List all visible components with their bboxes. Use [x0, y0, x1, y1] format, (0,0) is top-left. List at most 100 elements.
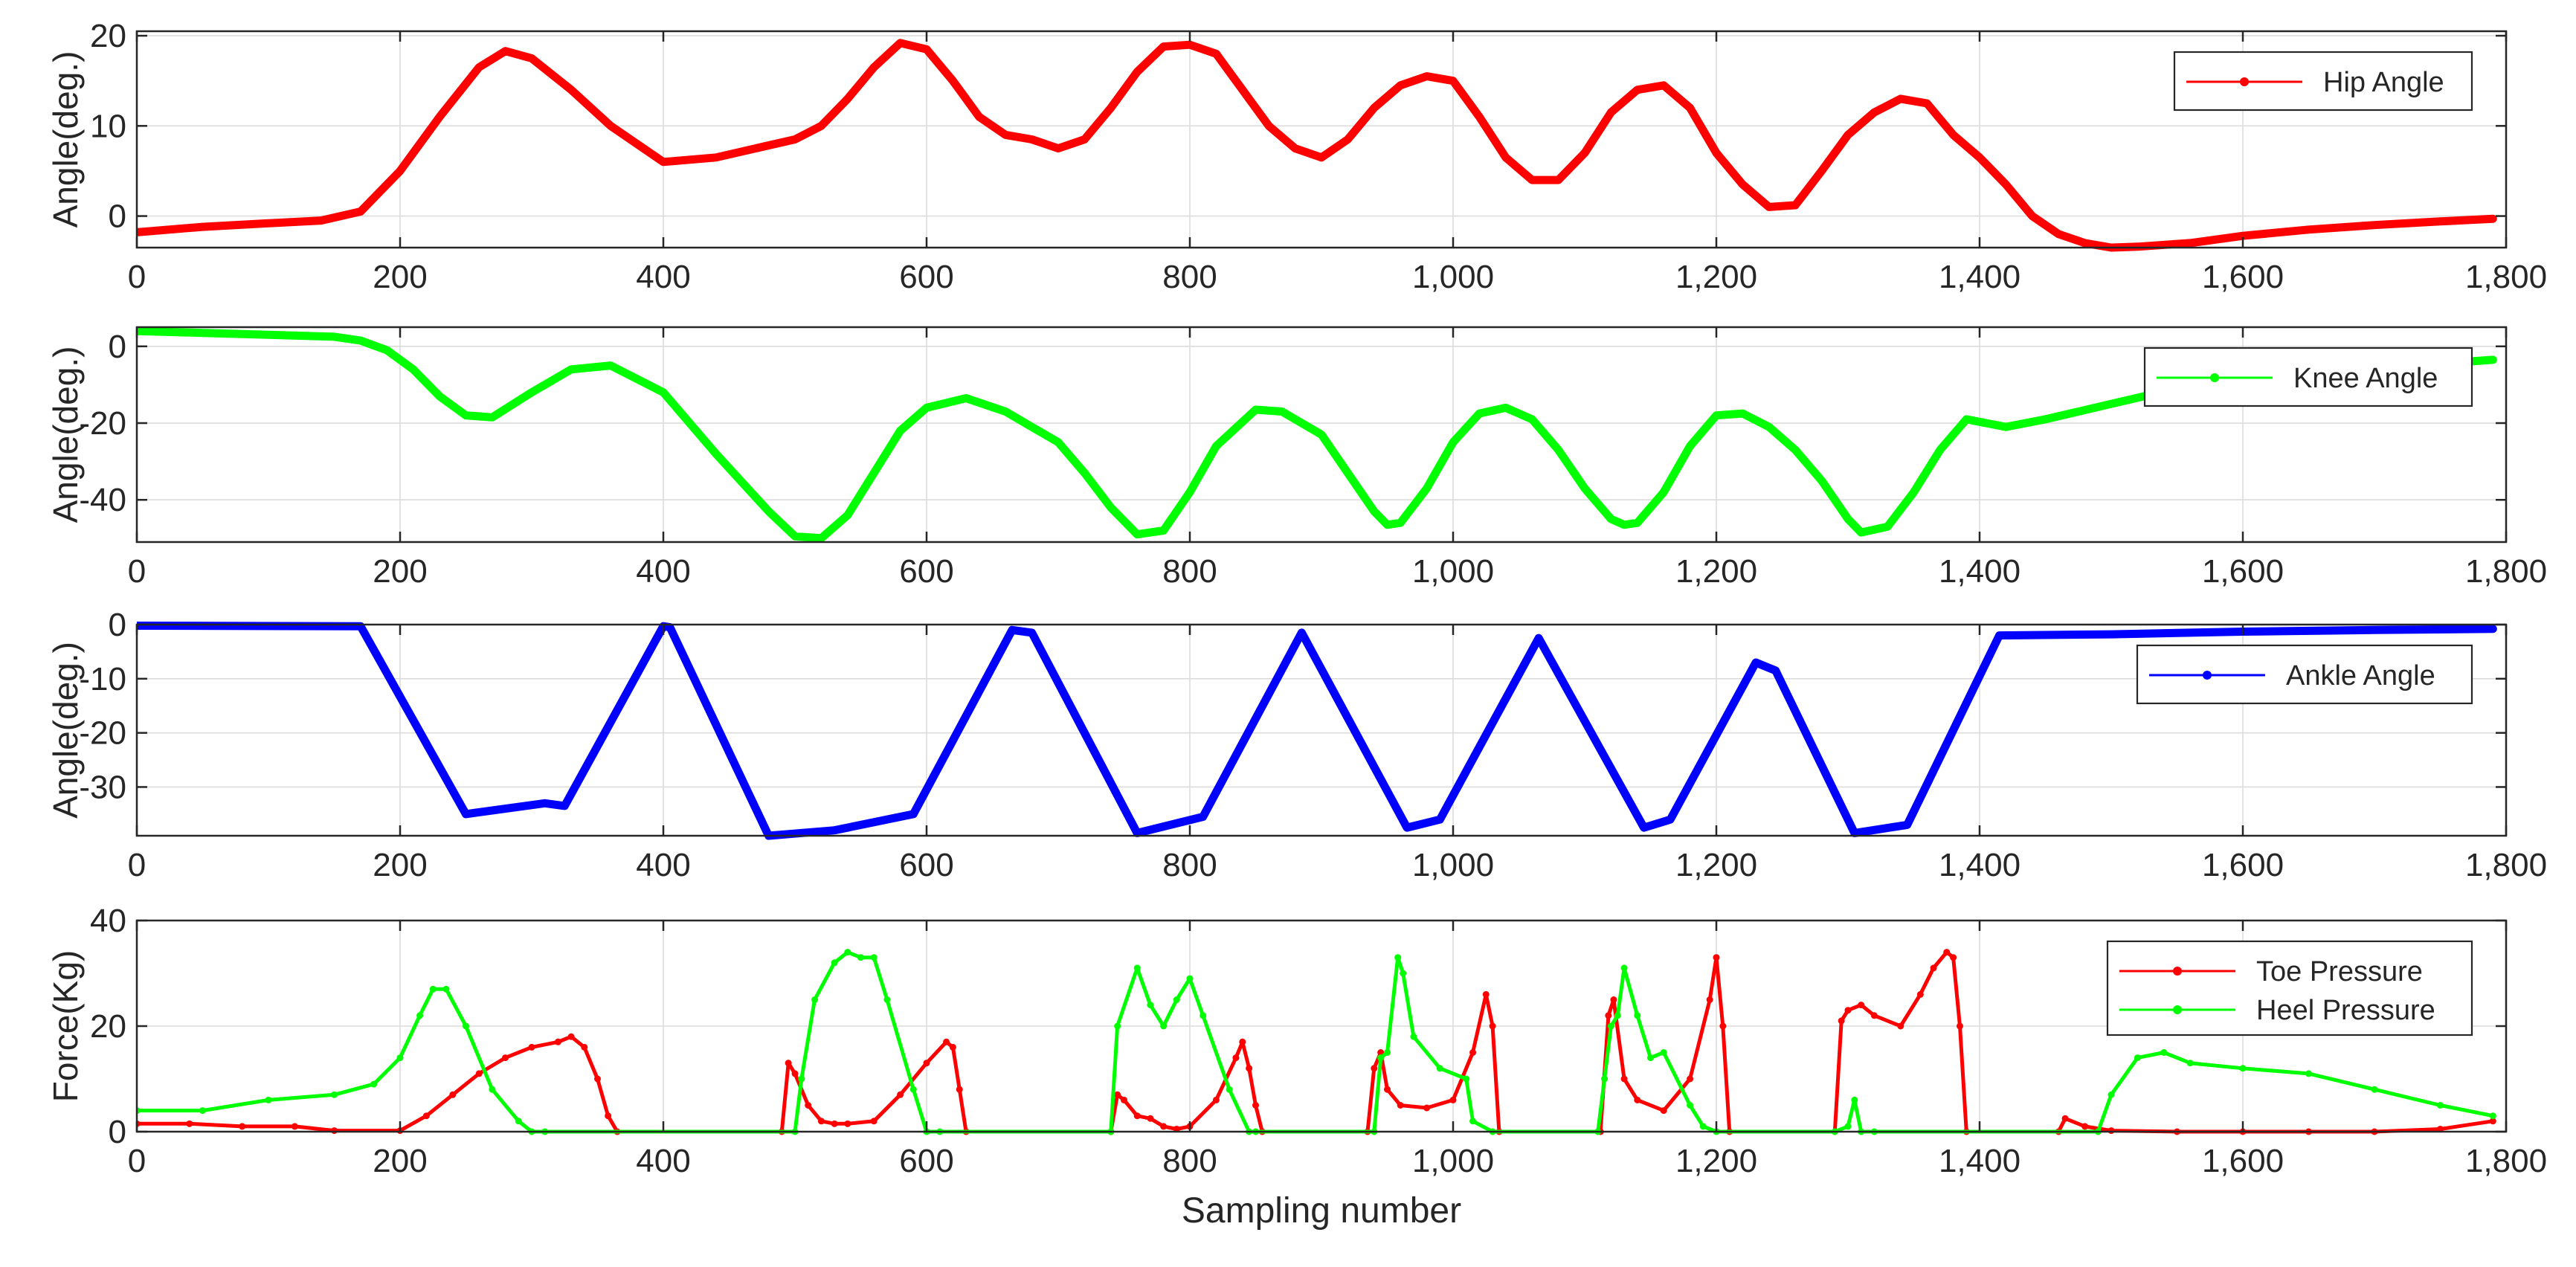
data-point [1232, 1054, 1240, 1062]
x-tick-label: 1,000 [1412, 553, 1494, 590]
axes-frame [135, 623, 2508, 837]
x-tick-label: 1,200 [1675, 553, 1757, 590]
data-point [1634, 1012, 1641, 1019]
x-tick-label: 200 [373, 847, 427, 883]
x-tick-label: 600 [899, 1143, 953, 1179]
x-tick-label: 1,000 [1412, 847, 1494, 883]
chart-panel-3: 0 200 400 600 800 1,000 1,200 1,400 1,600 1,800 0 -… [46, 607, 2547, 883]
data-point [515, 1118, 522, 1125]
legend-swatch-marker [2203, 671, 2212, 680]
series-line [137, 39, 2497, 252]
data-point [1620, 1075, 1628, 1083]
x-tick-label: 400 [636, 259, 690, 295]
legend-swatch-marker [2173, 967, 2182, 976]
data-point [1687, 1102, 1694, 1109]
data-point [1114, 1091, 1121, 1098]
data-point [2239, 1065, 2247, 1072]
x-tick-label: 1,400 [1939, 847, 2020, 883]
x-tick-label: 1,200 [1675, 847, 1757, 883]
legend-entry: Knee Angle [2293, 363, 2438, 394]
data-point [1173, 1125, 1180, 1132]
data-point [1173, 996, 1180, 1003]
x-tick-label: 1,400 [1939, 553, 2020, 590]
data-point [1605, 1012, 1612, 1019]
y-tick-label: -40 [79, 482, 126, 518]
series-knee-angle [137, 326, 2497, 543]
data-point [1916, 990, 1924, 998]
legend: Hip Angle [2173, 51, 2473, 112]
y-tick-label: -20 [79, 715, 126, 752]
legend-entry: Ankle Angle [2286, 660, 2435, 691]
data-point [1956, 1022, 1963, 1030]
data-point [1371, 1065, 1378, 1072]
data-point [1212, 1096, 1220, 1103]
data-point [1436, 1065, 1443, 1072]
y-axis-label: Angle(deg.) [46, 642, 85, 819]
data-point [1647, 1054, 1654, 1062]
data-point [1469, 1118, 1477, 1125]
y-tick-label: -10 [79, 661, 126, 697]
series-ankle-angle [137, 622, 2497, 840]
data-point [2108, 1127, 2115, 1135]
data-point [2061, 1115, 2069, 1122]
data-point [1851, 1096, 1858, 1103]
series-hip-angle [137, 39, 2497, 252]
x-tick-label: 1,400 [1939, 1143, 2020, 1179]
axes-frame [135, 326, 2508, 544]
data-point [331, 1091, 338, 1098]
x-tick-label: 800 [1162, 553, 1217, 590]
x-axis-label: Sampling number [1182, 1191, 1461, 1231]
data-point [1463, 1075, 1470, 1083]
data-point [605, 1112, 612, 1120]
data-point [817, 1118, 825, 1125]
data-point [943, 1038, 950, 1045]
data-point [811, 996, 819, 1003]
data-point [1844, 1123, 1852, 1130]
data-point [1246, 1065, 1253, 1072]
data-point [805, 1102, 812, 1109]
data-point [1121, 1096, 1127, 1103]
y-tick-label: 0 [109, 1114, 126, 1150]
data-point [416, 1012, 424, 1019]
data-point [1713, 954, 1720, 961]
data-point [1200, 1012, 1207, 1019]
y-axis-label: Angle(deg.) [46, 51, 85, 228]
data-point [923, 1060, 930, 1067]
data-point [2371, 1086, 2378, 1093]
x-tick-label: 1,600 [2202, 553, 2284, 590]
data-point [475, 1070, 483, 1077]
data-point [883, 996, 891, 1003]
data-point [870, 1118, 878, 1125]
data-point [429, 985, 437, 993]
data-point [2160, 1049, 2168, 1056]
y-tick-label: 0 [109, 607, 126, 643]
data-point [2134, 1054, 2141, 1062]
data-point [1469, 1049, 1477, 1056]
y-tick-label: 40 [90, 903, 126, 939]
data-point [1133, 1112, 1141, 1120]
axes-frame [135, 30, 2508, 249]
data-point [528, 1043, 535, 1051]
y-tick-label: 0 [109, 199, 126, 235]
data-point [844, 1120, 851, 1127]
data-point [1489, 1022, 1496, 1030]
data-point [1660, 1049, 1667, 1056]
data-point [1423, 1104, 1431, 1112]
data-point [1607, 1022, 1614, 1030]
data-point [463, 1022, 469, 1030]
data-point [844, 949, 851, 956]
data-point [370, 1080, 378, 1088]
data-point [1252, 1102, 1259, 1109]
x-tick-label: 0 [128, 1143, 146, 1179]
y-tick-label: -20 [79, 405, 126, 442]
x-tick-label: 0 [128, 847, 146, 883]
series-line [137, 326, 2497, 543]
data-point [956, 1086, 963, 1093]
x-tick-label: 0 [128, 553, 146, 590]
data-point [1858, 1002, 1865, 1009]
y-tick-label: -30 [79, 769, 126, 805]
data-point [1634, 1096, 1641, 1103]
data-point [2489, 1112, 2496, 1120]
x-tick-label: 1,000 [1412, 259, 1494, 295]
data-point [1897, 1022, 1904, 1030]
